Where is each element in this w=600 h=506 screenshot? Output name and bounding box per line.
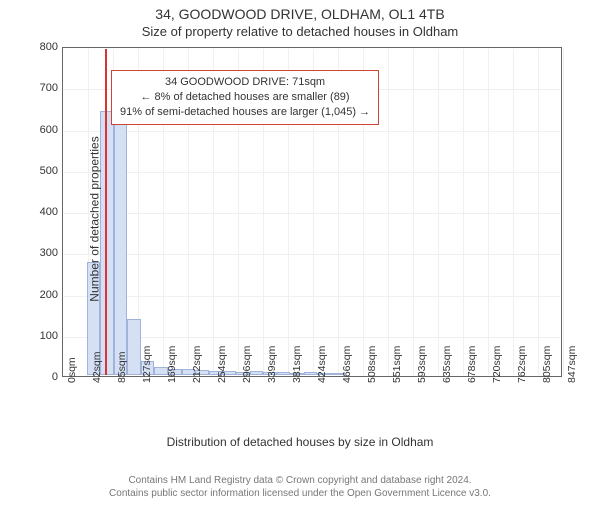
x-tick-label: 169sqm <box>166 346 178 383</box>
gridline-v <box>513 49 514 375</box>
gridline-v <box>388 49 389 375</box>
x-tick-label: 593sqm <box>416 346 428 383</box>
chart-area: 34 GOODWOOD DRIVE: 71sqm← 8% of detached… <box>62 47 562 377</box>
y-tick-label: 500 <box>18 165 58 177</box>
x-tick-label: 381sqm <box>291 346 303 383</box>
y-tick-label: 800 <box>18 41 58 53</box>
y-tick-label: 0 <box>18 371 58 383</box>
gridline-v <box>438 49 439 375</box>
footer-line-2: Contains public sector information licen… <box>0 487 600 500</box>
histogram-bar <box>114 111 128 375</box>
y-axis-label: Number of detached properties <box>88 136 102 301</box>
x-tick-label: 85sqm <box>116 351 128 383</box>
y-tick-label: 300 <box>18 247 58 259</box>
histogram-bar <box>277 372 291 375</box>
x-tick-label: 424sqm <box>316 346 328 383</box>
x-tick-label: 678sqm <box>466 346 478 383</box>
gridline-v <box>563 49 564 375</box>
x-tick-label: 212sqm <box>191 346 203 383</box>
histogram-bar <box>127 319 141 375</box>
info-box-line: 34 GOODWOOD DRIVE: 71sqm <box>120 75 370 90</box>
page-title: 34, GOODWOOD DRIVE, OLDHAM, OL1 4TB <box>0 6 600 22</box>
gridline-v <box>413 49 414 375</box>
x-tick-label: 551sqm <box>391 346 403 383</box>
x-tick-label: 296sqm <box>241 346 253 383</box>
gridline-v <box>538 49 539 375</box>
info-box-line: ← 8% of detached houses are smaller (89) <box>120 90 370 105</box>
footer: Contains HM Land Registry data © Crown c… <box>0 474 600 500</box>
y-tick-label: 100 <box>18 330 58 342</box>
property-info-box: 34 GOODWOOD DRIVE: 71sqm← 8% of detached… <box>111 70 379 125</box>
footer-line-1: Contains HM Land Registry data © Crown c… <box>0 474 600 487</box>
info-box-line: 91% of semi-detached houses are larger (… <box>120 105 370 120</box>
x-tick-label: 508sqm <box>366 346 378 383</box>
x-tick-label: 805sqm <box>541 346 553 383</box>
histogram-bar <box>100 111 114 375</box>
y-tick-label: 200 <box>18 289 58 301</box>
x-tick-label: 720sqm <box>491 346 503 383</box>
x-tick-label: 127sqm <box>141 346 153 383</box>
gridline-v <box>463 49 464 375</box>
y-tick-label: 400 <box>18 206 58 218</box>
x-tick-label: 0sqm <box>66 357 78 383</box>
gridline-v <box>488 49 489 375</box>
x-tick-label: 254sqm <box>216 346 228 383</box>
x-tick-label: 339sqm <box>266 346 278 383</box>
x-tick-label: 635sqm <box>441 346 453 383</box>
x-tick-label: 466sqm <box>341 346 353 383</box>
plot-area: 34 GOODWOOD DRIVE: 71sqm← 8% of detached… <box>62 47 562 377</box>
y-tick-label: 700 <box>18 82 58 94</box>
x-axis-label: Distribution of detached houses by size … <box>0 435 600 449</box>
x-tick-label: 762sqm <box>516 346 528 383</box>
x-tick-label: 42sqm <box>91 351 103 383</box>
y-tick-label: 600 <box>18 124 58 136</box>
x-tick-label: 847sqm <box>566 346 578 383</box>
property-marker-line <box>105 49 107 375</box>
page-subtitle: Size of property relative to detached ho… <box>0 24 600 39</box>
